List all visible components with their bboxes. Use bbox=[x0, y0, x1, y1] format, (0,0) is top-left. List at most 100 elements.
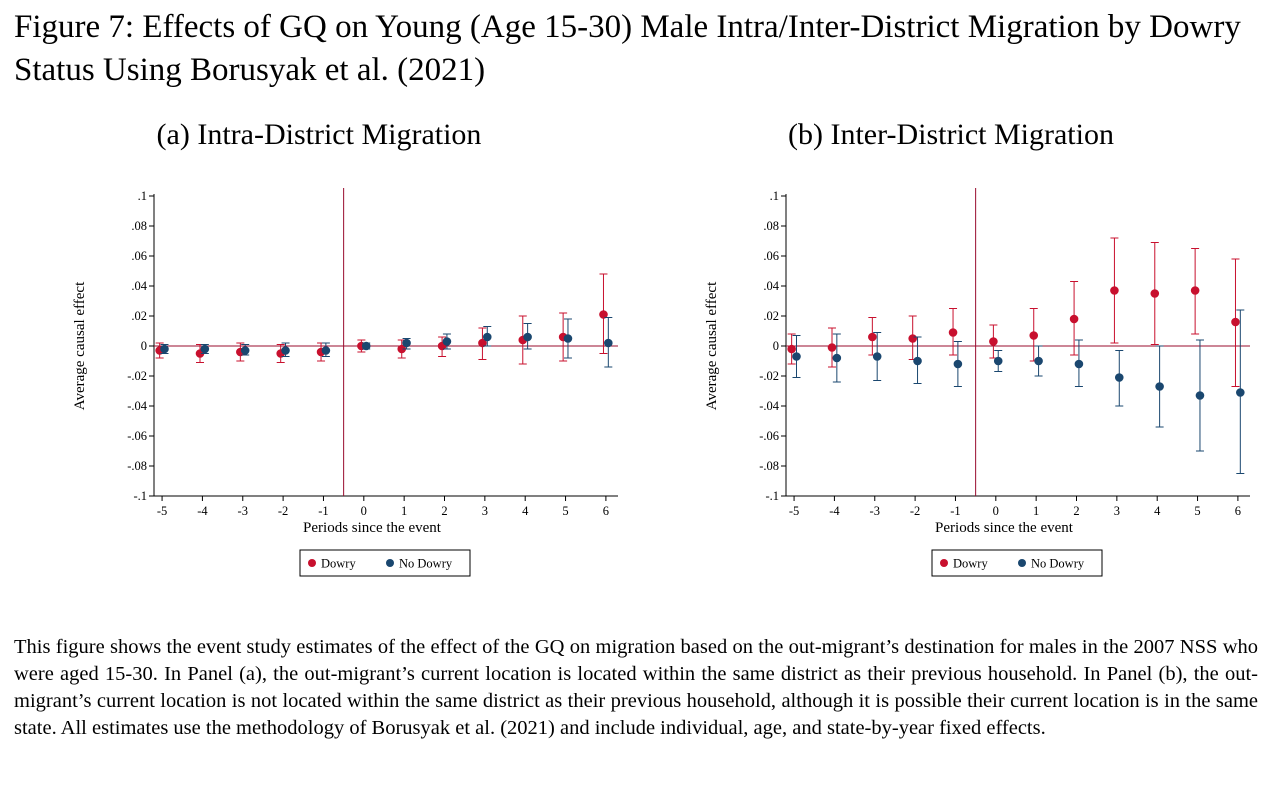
no-dowry-point bbox=[240, 346, 250, 355]
x-tick-label: 1 bbox=[401, 504, 407, 518]
x-tick-label: 6 bbox=[603, 504, 609, 518]
figure-caption: This figure shows the event study estima… bbox=[14, 636, 1258, 739]
dowry-point bbox=[1190, 286, 1200, 295]
no-dowry-point bbox=[993, 356, 1003, 366]
y-tick-label: -.04 bbox=[759, 399, 780, 413]
dowry-point bbox=[868, 332, 877, 342]
x-tick-label: -2 bbox=[910, 504, 920, 518]
no-dowry-point bbox=[200, 344, 210, 354]
dowry-point bbox=[397, 344, 407, 354]
legend-label: Dowry bbox=[953, 557, 988, 571]
dowry-point bbox=[1150, 289, 1160, 298]
legend-label: No Dowry bbox=[399, 557, 453, 571]
x-tick-label: -1 bbox=[318, 504, 328, 518]
x-tick-label: 2 bbox=[441, 504, 447, 518]
y-tick-label: .02 bbox=[131, 309, 147, 323]
dowry-point bbox=[827, 343, 837, 352]
dowry-point bbox=[908, 334, 917, 343]
no-dowry-point bbox=[1195, 391, 1205, 400]
no-dowry-point bbox=[913, 356, 922, 366]
panel-title: (b) Inter-District Migration bbox=[788, 118, 1114, 151]
y-tick-label: .04 bbox=[131, 279, 147, 293]
x-axis-title: Periods since the event bbox=[303, 520, 442, 536]
legend-marker bbox=[386, 559, 394, 567]
y-tick-label: .08 bbox=[763, 219, 779, 233]
x-tick-label: 0 bbox=[993, 504, 999, 518]
y-axis-title: Average causal effect bbox=[704, 281, 720, 410]
x-tick-label: 5 bbox=[1194, 504, 1200, 518]
legend-box bbox=[931, 549, 1103, 577]
chart-intra-district: -.1 -.08 -.06 -.04 -.02 0 .02 .04 .06 .08 .1 -5 -4 -3… bbox=[72, 188, 618, 577]
dowry-point bbox=[989, 337, 998, 346]
legend-label: No Dowry bbox=[1031, 557, 1085, 571]
y-tick-label: 0 bbox=[141, 339, 147, 353]
legend-marker bbox=[940, 559, 948, 567]
dowry-point bbox=[787, 344, 796, 354]
y-tick-label: -.08 bbox=[759, 459, 779, 473]
figure-title: Figure 7: Effects of GQ on Young (Age 15… bbox=[14, 9, 1241, 88]
x-tick-label: -1 bbox=[950, 504, 960, 518]
no-dowry-point bbox=[442, 337, 452, 346]
no-dowry-point bbox=[1074, 359, 1084, 369]
no-dowry-point bbox=[953, 359, 963, 369]
y-tick-label: .02 bbox=[763, 309, 779, 323]
y-tick-label: .06 bbox=[131, 249, 147, 263]
legend-marker bbox=[1018, 559, 1026, 567]
y-tick-label: 0 bbox=[773, 339, 779, 353]
dowry-point bbox=[478, 338, 487, 348]
panel-title: (a) Intra-District Migration bbox=[156, 118, 482, 151]
no-dowry-point bbox=[361, 341, 371, 351]
x-tick-label: -5 bbox=[789, 504, 799, 518]
y-tick-label: -.02 bbox=[127, 369, 147, 383]
x-tick-label: 5 bbox=[562, 504, 568, 518]
no-dowry-point bbox=[523, 332, 532, 342]
no-dowry-point bbox=[563, 334, 573, 343]
x-tick-label: 3 bbox=[482, 504, 488, 518]
dowry-point bbox=[948, 328, 958, 337]
x-tick-label: 0 bbox=[361, 504, 367, 518]
x-tick-label: 2 bbox=[1073, 504, 1079, 518]
no-dowry-point bbox=[321, 346, 331, 355]
dowry-point bbox=[1029, 331, 1039, 340]
legend-label: Dowry bbox=[321, 557, 356, 571]
y-tick-label: .04 bbox=[763, 279, 779, 293]
dowry-point bbox=[599, 310, 608, 319]
y-axis-title: Average causal effect bbox=[72, 281, 88, 410]
x-tick-label: -2 bbox=[278, 504, 288, 518]
y-tick-label: -.1 bbox=[765, 489, 779, 503]
no-dowry-point bbox=[872, 352, 882, 361]
y-tick-label: .06 bbox=[763, 249, 779, 263]
no-dowry-point bbox=[1236, 388, 1245, 397]
x-tick-label: 1 bbox=[1033, 504, 1039, 518]
dowry-point bbox=[1231, 317, 1240, 327]
x-tick-label: 6 bbox=[1235, 504, 1241, 518]
chart-inter-district: -.1 -.08 -.06 -.04 -.02 0 .02 .04 .06 .08 .1 -5 -4 -3… bbox=[704, 188, 1250, 577]
legend-box bbox=[299, 549, 471, 577]
y-tick-label: .08 bbox=[131, 219, 147, 233]
y-tick-label: -.08 bbox=[127, 459, 147, 473]
no-dowry-point bbox=[832, 353, 842, 363]
no-dowry-point bbox=[402, 338, 411, 348]
y-tick-label: -.06 bbox=[759, 429, 779, 443]
no-dowry-point bbox=[281, 346, 290, 355]
no-dowry-point bbox=[604, 338, 613, 348]
x-tick-label: -3 bbox=[870, 504, 880, 518]
no-dowry-point bbox=[1114, 373, 1124, 382]
y-tick-label: -.06 bbox=[127, 429, 147, 443]
panel-intra-district: (a) Intra-District Migration -.1 -.08 -.06… bbox=[4, 112, 634, 592]
no-dowry-point bbox=[482, 332, 492, 342]
y-tick-label: -.1 bbox=[133, 489, 147, 503]
panel-inter-district: (b) Inter-District Migration -.1 -.08 -.06… bbox=[636, 112, 1266, 592]
x-tick-label: -4 bbox=[829, 504, 840, 518]
no-dowry-point bbox=[1155, 382, 1164, 391]
y-tick-label: .1 bbox=[138, 189, 147, 203]
x-tick-label: 4 bbox=[522, 504, 529, 518]
x-tick-label: -4 bbox=[197, 504, 208, 518]
y-tick-label: -.04 bbox=[127, 399, 148, 413]
dowry-point bbox=[1069, 314, 1079, 324]
dowry-point bbox=[1110, 286, 1119, 295]
no-dowry-point bbox=[792, 352, 801, 361]
y-tick-label: -.02 bbox=[759, 369, 779, 383]
x-tick-label: -5 bbox=[157, 504, 167, 518]
x-tick-label: 4 bbox=[1154, 504, 1161, 518]
